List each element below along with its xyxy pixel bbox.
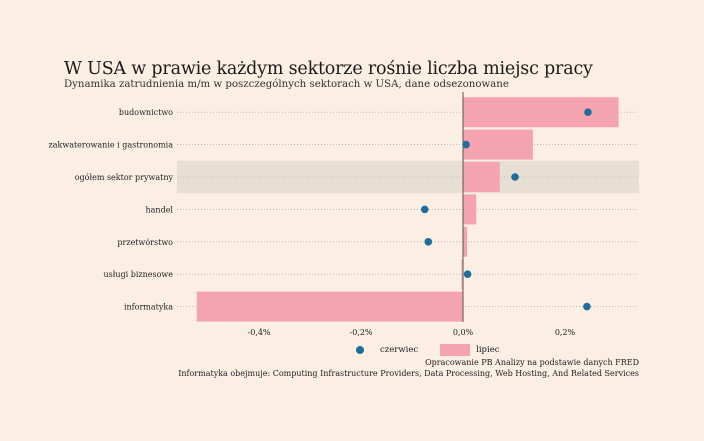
bar-ogółem-sektor-prywatny <box>463 162 500 192</box>
source-line-2: Informatyka obejmuje: Computing Infrastr… <box>178 369 639 378</box>
category-label: handel <box>146 205 174 214</box>
legend-dot-label: czerwiec <box>380 345 419 355</box>
category-label: usługi biznesowe <box>103 270 173 279</box>
legend-bar-swatch <box>440 344 471 356</box>
dot-przetwórstwo <box>424 238 433 246</box>
dot-handel <box>420 205 429 214</box>
x-tick-label: -0,4% <box>247 328 270 337</box>
category-label: budownictwo <box>119 108 173 117</box>
bar-usługi-biznesowe <box>461 259 463 290</box>
bar-przetwórstwo <box>463 226 468 257</box>
bar-zakwaterowanie-i-gastronomia <box>463 129 533 160</box>
chart-subtitle: Dynamika zatrudnienia m/m w poszczególny… <box>64 79 509 90</box>
source-note: Opracowanie PB Analizy na podstawie dany… <box>178 357 639 379</box>
bar-informatyka <box>196 291 463 322</box>
legend-dot-marker <box>356 346 364 354</box>
source-line-1: Opracowanie PB Analizy na podstawie dany… <box>425 358 639 367</box>
category-label: zakwaterowanie i gastronomia <box>49 141 174 150</box>
dot-ogółem-sektor-prywatny <box>511 173 519 181</box>
category-label: przetwórstwo <box>117 238 173 247</box>
x-tick-label: 0,2% <box>555 328 576 337</box>
dot-budownictwo <box>584 108 592 116</box>
category-label: informatyka <box>124 303 173 312</box>
bar-budownictwo <box>463 97 619 128</box>
dot-zakwaterowanie-i-gastronomia <box>462 140 470 149</box>
dot-usługi-biznesowe <box>463 270 472 279</box>
bar-handel <box>463 194 477 225</box>
legend-bar-label: lipiec <box>476 345 500 355</box>
chart-title: W USA w prawie każdym sektorze rośnie li… <box>64 59 593 79</box>
category-label: ogółem sektor prywatny <box>75 173 174 182</box>
dot-informatyka <box>583 302 591 311</box>
x-tick-label: 0,0% <box>453 328 474 337</box>
x-tick-label: -0,2% <box>349 328 372 337</box>
legend: czerwiec lipiec <box>356 344 500 356</box>
